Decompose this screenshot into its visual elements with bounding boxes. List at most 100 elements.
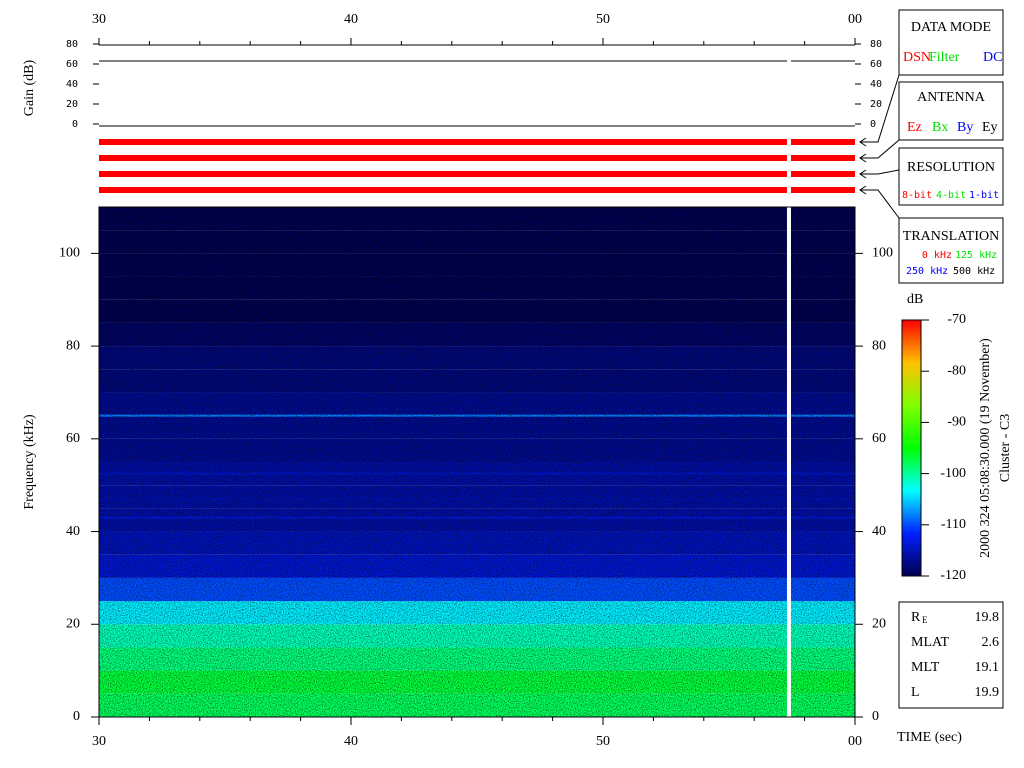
x-axis-title: TIME (sec) xyxy=(897,730,962,745)
panel-title: ANTENNA xyxy=(917,90,986,105)
colorbar-tick-label: -70 xyxy=(947,312,966,327)
colorbar-tick-label: -120 xyxy=(940,568,966,583)
mode-bar xyxy=(790,171,855,177)
orbit-table: R E 19.8 MLAT 2.6 MLT 19.1 L 19.9 xyxy=(911,610,999,700)
arrowhead xyxy=(859,169,867,179)
y-tick-label: 60 xyxy=(872,431,886,446)
x-tick-label: 50 xyxy=(596,12,610,27)
x-tick-label: 00 xyxy=(848,12,862,27)
panel-frame xyxy=(898,217,1004,284)
orbit-frame xyxy=(898,601,1004,709)
x-tick-label: 50 xyxy=(596,734,610,749)
panel-item: By xyxy=(957,120,973,135)
panel-item: Ey xyxy=(982,120,998,135)
gain-axis-title: Gain (dB) xyxy=(22,59,37,116)
orbit-value: 19.8 xyxy=(975,610,1000,625)
panel-item: 1-bit xyxy=(969,190,999,201)
colorbar-tick-label: -90 xyxy=(947,415,966,430)
y-tick-label: 0 xyxy=(872,709,879,724)
y-tick-label: 60 xyxy=(66,431,80,446)
data-gap xyxy=(786,207,791,717)
y-tick-label: 0 xyxy=(73,709,80,724)
date-stamp: 2000 324 05:08:30.000 (19 November) xyxy=(978,338,993,558)
mode-bar xyxy=(99,155,787,161)
x-tick-label: 40 xyxy=(344,12,358,27)
panel-frame xyxy=(898,81,1004,141)
gain-tick-label: 40 xyxy=(66,79,78,90)
plot-frame xyxy=(98,206,856,718)
panel-item: 125 kHz xyxy=(955,250,997,261)
gain-tick-label: 80 xyxy=(66,39,78,50)
x-tick-label: 30 xyxy=(92,734,106,749)
spacecraft-stamp: Cluster - C3 xyxy=(998,414,1013,482)
panel-item: 8-bit xyxy=(902,190,932,201)
panel-item: DC xyxy=(983,50,1002,65)
colorbar-tick-label: -100 xyxy=(940,466,966,481)
orbit-label-sub: E xyxy=(922,615,928,625)
panel-frame xyxy=(898,9,1004,76)
orbit-label: MLT xyxy=(911,660,940,675)
orbit-label: R xyxy=(911,610,921,625)
panel-title: DATA MODE xyxy=(911,20,991,35)
colorbar-tick-label: -110 xyxy=(941,517,966,532)
translation-panel: TRANSLATION 0 kHz 125 kHz 250 kHz 500 kH… xyxy=(898,217,1004,284)
y-tick-label: 80 xyxy=(66,338,80,353)
mode-bar xyxy=(99,187,787,193)
y-tick-label: 20 xyxy=(66,616,80,631)
orbit-value: 19.9 xyxy=(975,685,1000,700)
colorbar-title: dB xyxy=(907,292,923,307)
gain-tick-label: 40 xyxy=(870,79,882,90)
orbit-label: MLAT xyxy=(911,635,950,650)
y-tick-label: 20 xyxy=(872,616,886,631)
y-tick-label: 100 xyxy=(59,246,80,261)
mode-bar xyxy=(790,155,855,161)
noise-texture xyxy=(99,207,855,717)
panel-item: Ez xyxy=(907,120,922,135)
connector xyxy=(860,169,900,175)
gain-tick-label: 60 xyxy=(870,59,882,70)
panel-item: DSN xyxy=(903,50,931,65)
panel-item: Bx xyxy=(932,120,948,135)
gain-tick-label: 0 xyxy=(870,119,876,130)
connectors xyxy=(859,74,900,219)
mode-bar xyxy=(99,171,787,177)
x-tick-label: 30 xyxy=(92,12,106,27)
y-tick-label: 40 xyxy=(872,524,886,539)
panel-item: 4-bit xyxy=(936,190,966,201)
antenna-panel: ANTENNA Ez Bx By Ey xyxy=(898,81,1004,141)
y-tick-label: 100 xyxy=(872,246,893,261)
orbit-label: L xyxy=(911,685,920,700)
resolution-panel: RESOLUTION 8-bit 4-bit 1-bit xyxy=(898,147,1004,206)
colorbar-tick-label: -80 xyxy=(947,363,966,378)
connector xyxy=(860,189,900,219)
panel-item: 500 kHz xyxy=(953,266,995,277)
gain-tick-label: 0 xyxy=(72,119,78,130)
panel-title: RESOLUTION xyxy=(907,160,995,175)
arrowhead xyxy=(859,153,867,163)
y-tick-label: 40 xyxy=(66,524,80,539)
mode-bar xyxy=(99,139,787,145)
panel-title: TRANSLATION xyxy=(903,229,999,244)
panel-item: Filter xyxy=(929,50,960,65)
x-tick-label: 00 xyxy=(848,734,862,749)
y-axis-title: Frequency (kHz) xyxy=(22,414,37,510)
connector xyxy=(860,139,900,159)
arrowhead xyxy=(859,137,867,147)
connector xyxy=(860,74,900,143)
orbit-value: 19.1 xyxy=(975,660,1000,675)
arrowhead xyxy=(859,185,867,195)
data-mode-panel: DATA MODE DSN Filter DC xyxy=(898,9,1004,76)
mode-bar xyxy=(790,187,855,193)
y-tick-label: 80 xyxy=(872,338,886,353)
panel-frame xyxy=(898,147,1004,206)
panel-item: 250 kHz xyxy=(906,266,948,277)
gain-tick-label: 60 xyxy=(66,59,78,70)
gain-tick-label: 20 xyxy=(870,99,882,110)
x-tick-label: 40 xyxy=(344,734,358,749)
gain-tick-label: 80 xyxy=(870,39,882,50)
colorbar xyxy=(901,319,922,577)
panel-item: 0 kHz xyxy=(922,250,952,261)
mode-bar xyxy=(790,139,855,145)
orbit-value: 2.6 xyxy=(982,635,1000,650)
